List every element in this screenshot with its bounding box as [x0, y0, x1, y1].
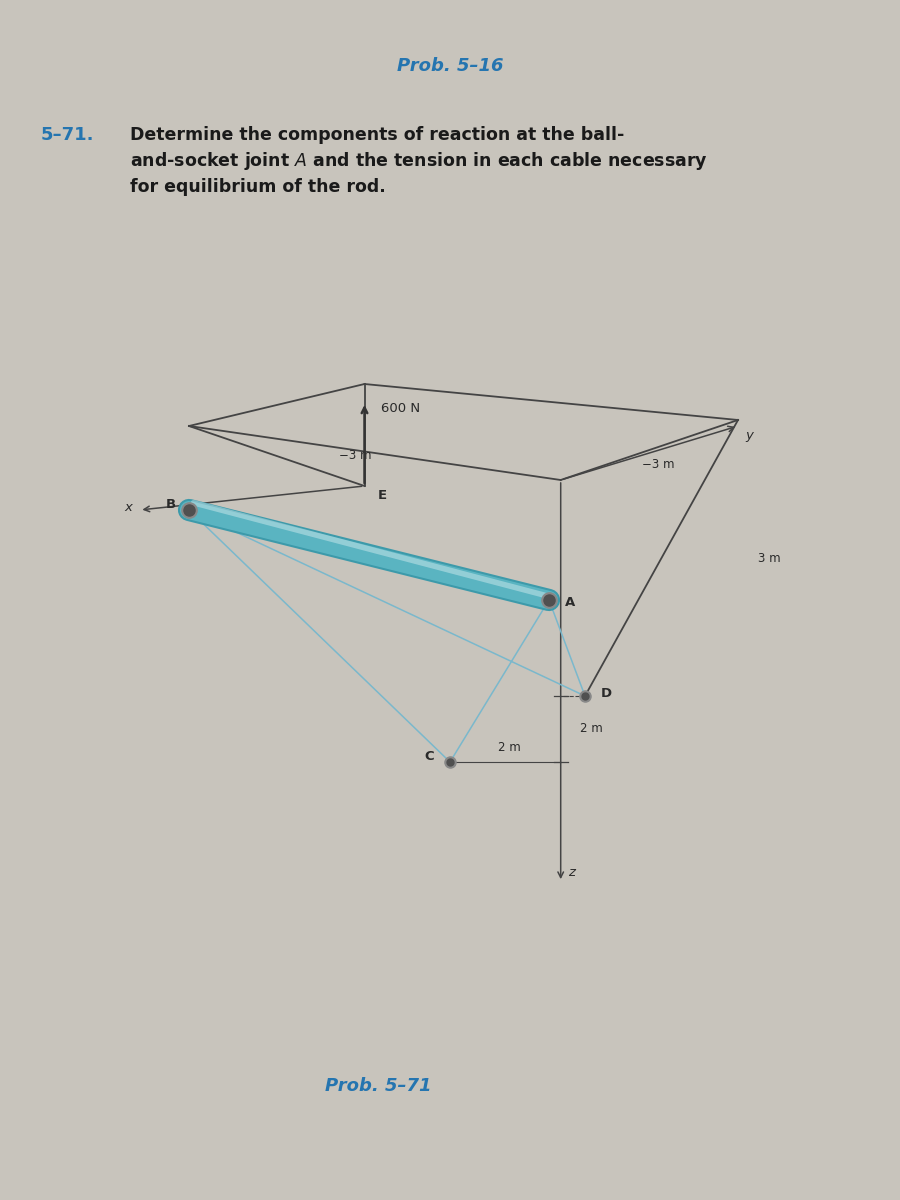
Text: C: C	[424, 750, 434, 762]
Text: 3 m: 3 m	[758, 552, 780, 564]
Text: −3 m: −3 m	[339, 449, 372, 462]
Text: Determine the components of reaction at the ball-
and-socket joint $A$ and the t: Determine the components of reaction at …	[130, 126, 708, 196]
Text: x: x	[125, 502, 132, 514]
Text: y: y	[745, 430, 752, 442]
Text: 2 m: 2 m	[499, 742, 521, 754]
Text: Prob. 5–16: Prob. 5–16	[397, 56, 503, 74]
Text: 600 N: 600 N	[381, 402, 419, 414]
Text: −3 m: −3 m	[642, 458, 675, 470]
Text: A: A	[565, 596, 575, 608]
Text: z: z	[568, 866, 575, 878]
Text: 2 m: 2 m	[580, 722, 603, 736]
Text: 5–71.: 5–71.	[40, 126, 94, 144]
Text: Prob. 5–71: Prob. 5–71	[325, 1078, 431, 1094]
Text: D: D	[601, 688, 612, 700]
Text: B: B	[166, 498, 176, 510]
Text: E: E	[378, 490, 387, 502]
